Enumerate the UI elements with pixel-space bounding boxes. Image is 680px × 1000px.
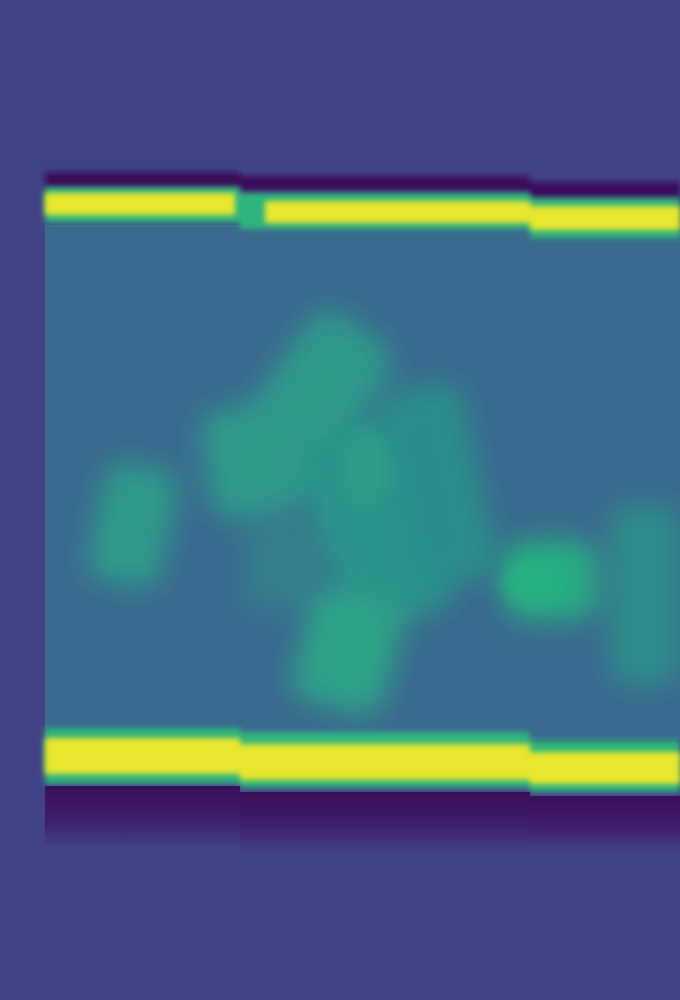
particle-cluster <box>87 310 680 716</box>
top-dark-strip <box>45 172 680 198</box>
bottom-dark-strip <box>45 786 680 852</box>
top-bright-band <box>45 187 680 238</box>
bottom-bright-band <box>45 728 680 792</box>
